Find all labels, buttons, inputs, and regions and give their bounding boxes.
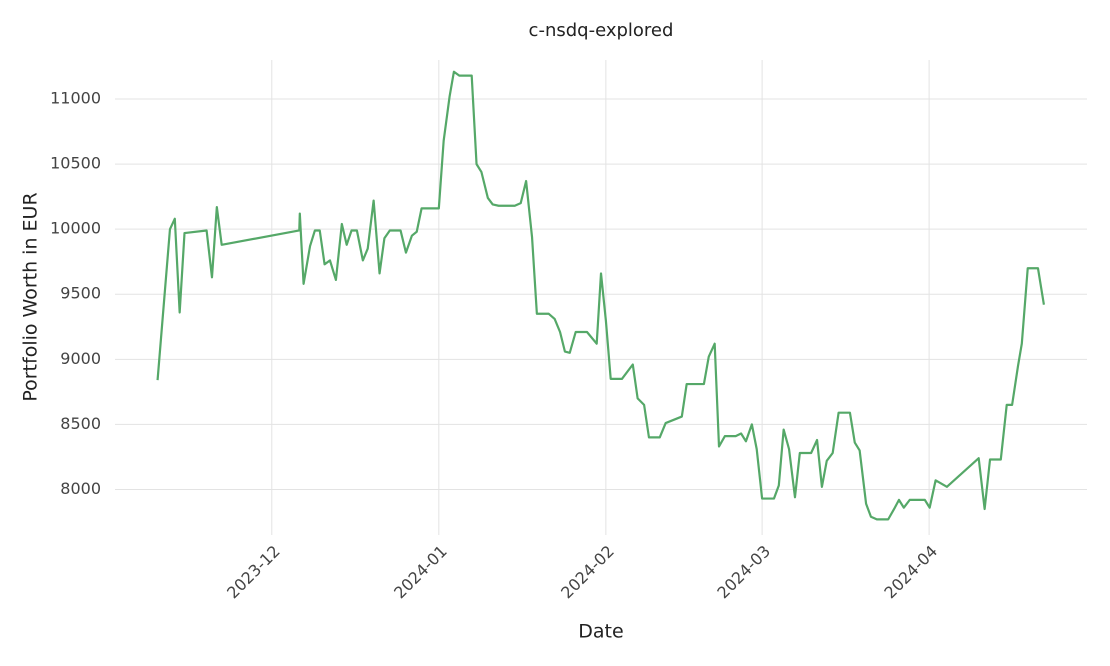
x-tick-label: 2024-02 <box>557 542 618 603</box>
chart-title: c-nsdq-explored <box>529 20 674 41</box>
x-tick-label: 2023-12 <box>223 542 284 603</box>
y-tick-label: 9000 <box>60 349 101 368</box>
y-tick-label: 8000 <box>60 479 101 498</box>
y-tick-label: 10000 <box>50 219 101 238</box>
y-tick-label: 11000 <box>50 89 101 108</box>
x-axis-label: Date <box>578 621 623 643</box>
plot-area <box>156 70 1045 521</box>
y-tick-label: 9500 <box>60 284 101 303</box>
data-line <box>156 70 1045 521</box>
x-tick-label: 2024-01 <box>390 542 451 603</box>
x-tick-label: 2024-03 <box>713 542 774 603</box>
y-tick-label: 10500 <box>50 154 101 173</box>
x-tick-label: 2024-04 <box>880 542 941 603</box>
y-tick-label: 8500 <box>60 414 101 433</box>
grid: 8000 8500 9000 9500 10000 10500 11000 2023-12 20… <box>50 60 1087 602</box>
y-axis-label: Portfolio Worth in EUR <box>20 192 42 401</box>
